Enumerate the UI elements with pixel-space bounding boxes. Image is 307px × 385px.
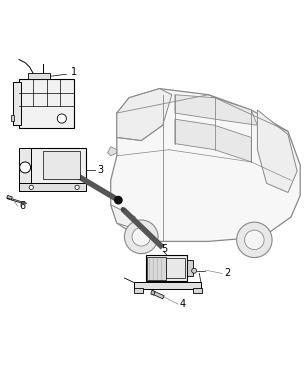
Polygon shape — [111, 89, 300, 241]
Circle shape — [124, 220, 158, 254]
Polygon shape — [175, 119, 251, 162]
Bar — [11, 115, 14, 121]
Circle shape — [132, 228, 150, 246]
Polygon shape — [7, 195, 12, 199]
Circle shape — [245, 230, 264, 249]
Bar — [134, 288, 143, 293]
Circle shape — [121, 208, 124, 211]
Bar — [19, 79, 74, 128]
Text: 3: 3 — [97, 164, 103, 174]
Circle shape — [192, 268, 196, 273]
Bar — [44, 151, 80, 179]
Bar — [19, 183, 86, 191]
Polygon shape — [151, 290, 155, 295]
Bar — [28, 73, 50, 79]
Polygon shape — [111, 205, 135, 229]
Text: 2: 2 — [224, 268, 230, 278]
Polygon shape — [175, 95, 257, 125]
Bar — [193, 288, 202, 293]
Polygon shape — [257, 110, 297, 192]
Text: 4: 4 — [180, 299, 186, 309]
Bar — [147, 257, 166, 280]
Polygon shape — [152, 291, 164, 299]
Polygon shape — [117, 89, 172, 141]
Text: 6: 6 — [19, 201, 25, 211]
Circle shape — [57, 114, 66, 123]
Bar — [19, 148, 31, 191]
Circle shape — [115, 196, 122, 204]
Bar — [146, 255, 187, 281]
Text: 1: 1 — [71, 67, 77, 77]
Bar — [13, 82, 21, 125]
Polygon shape — [7, 198, 27, 204]
Circle shape — [29, 185, 33, 189]
Bar — [187, 260, 192, 276]
Circle shape — [237, 222, 272, 258]
Bar — [134, 282, 201, 289]
Bar — [166, 258, 185, 278]
Text: 5: 5 — [161, 244, 167, 254]
Circle shape — [75, 185, 79, 189]
Bar — [28, 148, 86, 185]
Polygon shape — [108, 147, 117, 156]
Circle shape — [20, 162, 31, 173]
